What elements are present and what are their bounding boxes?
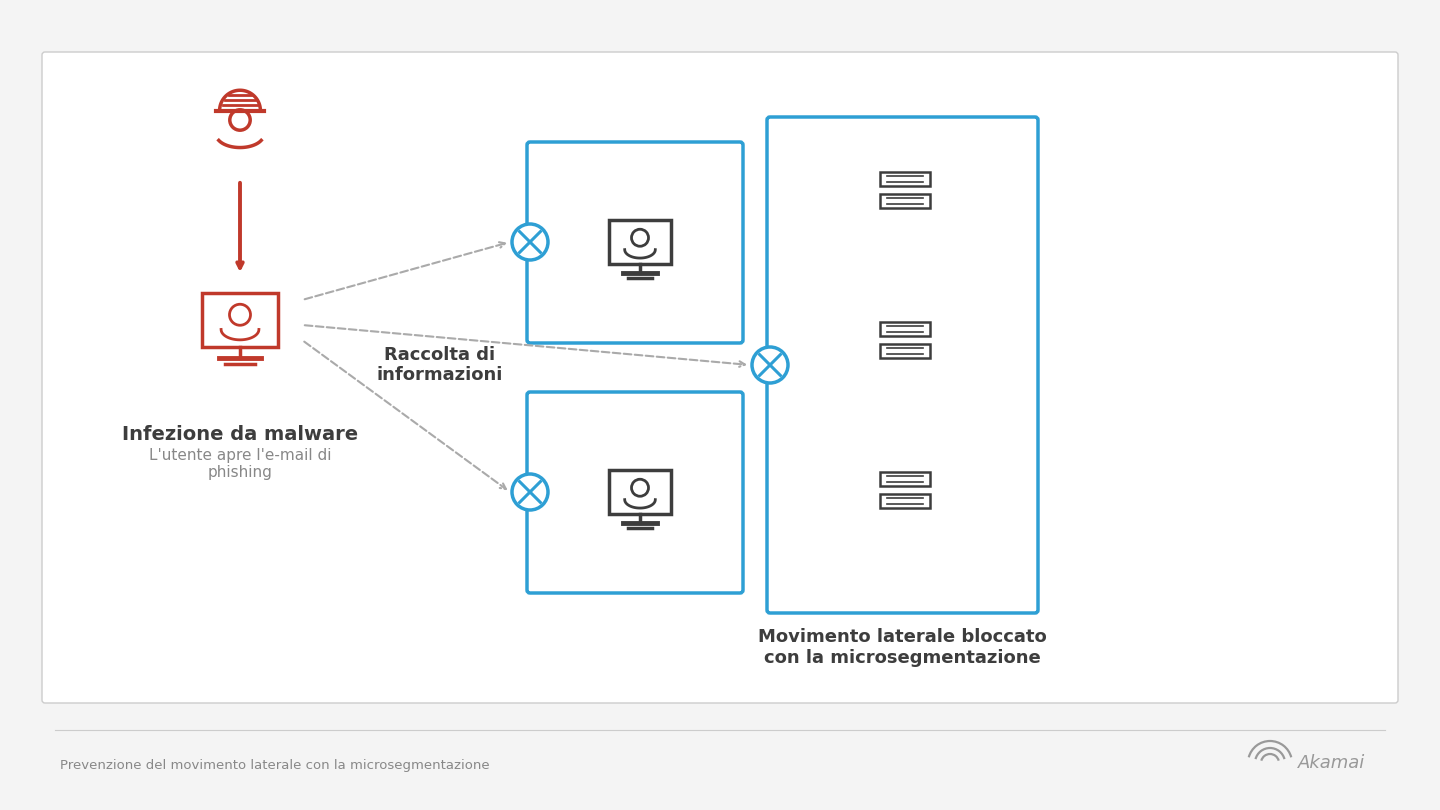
Circle shape bbox=[513, 224, 549, 260]
Text: Infezione da malware: Infezione da malware bbox=[122, 425, 359, 444]
Bar bbox=[202, 292, 278, 347]
Text: Akamai: Akamai bbox=[1297, 754, 1365, 772]
Bar bbox=[609, 470, 671, 514]
Bar bbox=[609, 220, 671, 264]
FancyBboxPatch shape bbox=[42, 52, 1398, 703]
Bar bbox=[880, 493, 930, 508]
Circle shape bbox=[752, 347, 788, 383]
Bar bbox=[880, 194, 930, 208]
Bar bbox=[880, 472, 930, 486]
Text: Raccolta di
informazioni: Raccolta di informazioni bbox=[377, 346, 503, 385]
Bar bbox=[880, 322, 930, 336]
Bar bbox=[880, 343, 930, 358]
Text: Prevenzione del movimento laterale con la microsegmentazione: Prevenzione del movimento laterale con l… bbox=[60, 758, 490, 771]
Circle shape bbox=[513, 474, 549, 510]
Bar bbox=[880, 172, 930, 186]
Text: Movimento laterale bloccato
con la microsegmentazione: Movimento laterale bloccato con la micro… bbox=[757, 628, 1047, 667]
Text: L'utente apre l'e-mail di
phishing: L'utente apre l'e-mail di phishing bbox=[148, 448, 331, 480]
